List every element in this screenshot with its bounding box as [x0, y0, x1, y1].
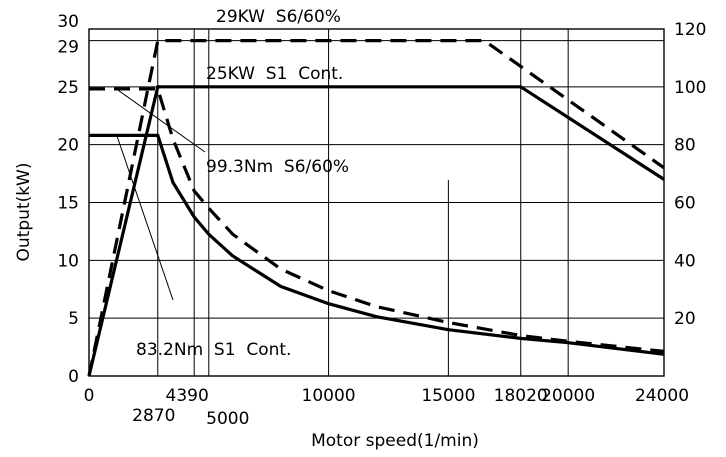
x-tick-4390: 4390 [166, 386, 209, 406]
x-tick-5000: 5000 [206, 409, 249, 429]
x-tick-20000: 20000 [541, 386, 595, 406]
y-left-tick-25: 25 [57, 78, 79, 98]
y-left-tick-29: 29 [57, 38, 79, 58]
y-left-tick-10: 10 [57, 251, 79, 271]
x-tick-2870: 2870 [132, 406, 175, 426]
series-line-3 [89, 87, 665, 353]
y-right-tick-60: 60 [674, 194, 696, 214]
y-right-tick-120: 120 [674, 20, 706, 40]
annotation-29kw-s6: 29KW S6/60% [216, 7, 341, 27]
y-left-tick-30: 30 [57, 12, 79, 32]
annotation-25kw-s1: 25KW S1 Cont. [206, 64, 343, 84]
x-tick-15000: 15000 [421, 386, 475, 406]
grid [89, 28, 664, 376]
x-tick-10000: 10000 [302, 386, 356, 406]
series-line-2 [87, 85, 665, 377]
x-axis-label: Motor speed(1/min) [311, 431, 479, 451]
series-line-1 [87, 38, 665, 377]
series-line-4 [89, 133, 665, 356]
x-tick-0: 0 [84, 386, 95, 406]
y-right-tick-20: 20 [674, 309, 696, 329]
x-tick-24000: 24000 [635, 386, 689, 406]
annotation-83nm-s1: 83.2Nm S1 Cont. [136, 340, 291, 360]
annotation-99nm-s6: 99.3Nm S6/60% [206, 157, 349, 177]
series-group [87, 38, 665, 377]
leader-line-99nm [114, 87, 206, 153]
y-left-tick-5: 5 [68, 309, 79, 329]
y-right-tick-80: 80 [674, 136, 696, 156]
x-tick-18020: 18020 [494, 386, 548, 406]
y-left-tick-0: 0 [68, 367, 79, 387]
y-right-tick-40: 40 [674, 251, 696, 271]
y-left-tick-15: 15 [57, 194, 79, 214]
axes [88, 28, 665, 377]
plot-frame [88, 28, 665, 377]
y-axis-label: Output(kW) [14, 163, 34, 262]
leader-line-83nm [116, 135, 174, 301]
y-left-tick-20: 20 [57, 136, 79, 156]
y-right-tick-100: 100 [674, 78, 706, 98]
